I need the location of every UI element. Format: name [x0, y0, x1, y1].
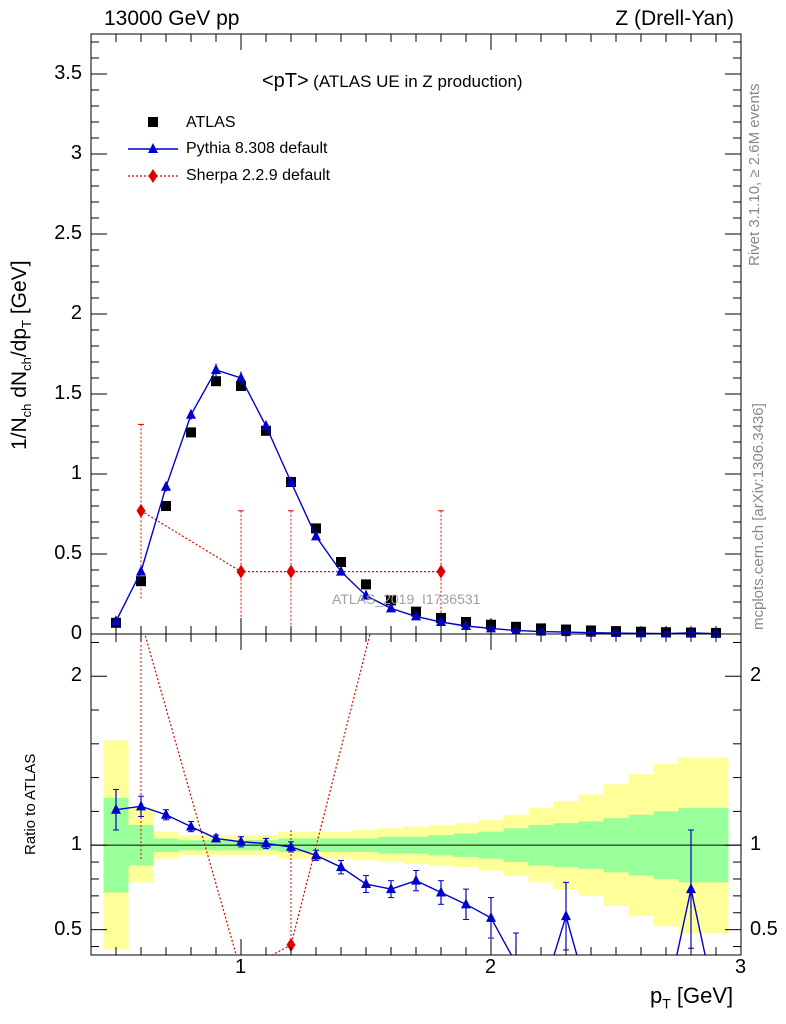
- pythia-point: [186, 408, 196, 419]
- sherpa-point: [286, 564, 296, 579]
- sherpa-point: [436, 564, 446, 579]
- x-axis-title: pT [GeV]: [650, 983, 734, 1012]
- pythia-point: [136, 565, 146, 576]
- ratio-y-tick-label-left: 0.5: [54, 917, 82, 940]
- x-tick-label: 3: [735, 956, 747, 978]
- pythia-ratio-point: [561, 910, 571, 921]
- atlas-point: [361, 579, 371, 590]
- ratio-y-tick-label-left: 1: [70, 833, 82, 856]
- atlas-point: [311, 523, 321, 534]
- ratio-y-tick-label-left: 2: [70, 664, 82, 687]
- pythia-point: [411, 610, 421, 621]
- pythia-ratio-point: [486, 911, 496, 922]
- pythia-ratio-point: [161, 808, 171, 819]
- atlas-point: [386, 595, 396, 606]
- atlas-point: [211, 376, 221, 387]
- pythia-ratio-point: [461, 898, 471, 909]
- y-tick-label: 3: [70, 142, 82, 164]
- watermark: ATLAS_2019_I1736531: [332, 591, 481, 607]
- legend-sherpa-marker: [148, 169, 158, 183]
- pythia-point: [161, 480, 171, 491]
- pythia-ratio-point: [286, 840, 296, 851]
- ratio-y-tick-label-right: 1: [750, 833, 762, 856]
- pythia-point: [361, 589, 371, 600]
- legend-sherpa: Sherpa 2.2.9 default: [186, 167, 331, 184]
- pythia-ratio-point: [311, 849, 321, 860]
- sherpa-ratio-point: [137, 613, 146, 627]
- y-tick-label: 1: [70, 462, 82, 484]
- pythia-point: [261, 420, 271, 430]
- atlas-point: [136, 576, 146, 587]
- pythia-point: [311, 530, 321, 541]
- ratio-y-axis-title: Ratio to ATLAS: [22, 753, 39, 855]
- y-tick-label: 0: [70, 622, 82, 644]
- panel-frames: [90, 33, 742, 956]
- sherpa-ratio-point: [286, 937, 296, 952]
- legend-atlas: ATLAS: [186, 114, 236, 131]
- pythia-point: [286, 476, 296, 486]
- pythia-ratio-point: [261, 837, 271, 848]
- ratio-content: [91, 613, 741, 955]
- energy-label: 13000 GeV pp: [104, 7, 240, 30]
- y-tick-label: 0.5: [54, 542, 82, 564]
- y-tick-label: 2.5: [54, 222, 82, 244]
- plot-title: <pT> (ATLAS UE in Z production): [262, 70, 523, 93]
- pythia-ratio-point: [361, 878, 371, 889]
- pythia-ratio-point: [436, 886, 446, 897]
- pythia-point: [211, 364, 221, 374]
- atlas-point: [336, 557, 346, 567]
- sherpa-point: [236, 564, 246, 579]
- atlas-point: [236, 381, 246, 391]
- pythia-ratio-point: [136, 800, 146, 811]
- atlas-point: [186, 427, 196, 438]
- x-tick-label: 1: [235, 956, 247, 978]
- pythia-point: [386, 602, 396, 613]
- legend-pythia: Pythia 8.308 default: [186, 140, 328, 157]
- pythia-ratio-point: [411, 874, 421, 885]
- pythia-point: [111, 615, 121, 626]
- pythia-ratio-point: [111, 803, 121, 814]
- pythia-ratio-point: [186, 820, 196, 831]
- main-y-axis-title: 1/Nch dNch/dpT [GeV]: [8, 260, 35, 450]
- main-panel: [111, 117, 721, 638]
- pythia-ratio-point: [336, 861, 346, 872]
- sherpa-point: [136, 503, 146, 518]
- y-tick-label: 3.5: [54, 62, 82, 84]
- y-tick-label: 2: [70, 302, 82, 324]
- rivet-label: Rivet 3.1.10, ≥ 2.6M events: [746, 83, 763, 267]
- y-tick-label: 1.5: [54, 382, 82, 404]
- pythia-ratio-point: [686, 883, 696, 894]
- pythia-point: [236, 372, 246, 382]
- ratio-y-tick-label-right: 0.5: [750, 917, 778, 940]
- atlas-point: [161, 501, 171, 511]
- pythia-point: [461, 620, 471, 630]
- pythia-point: [436, 616, 446, 626]
- legend-pythia-marker: [148, 143, 158, 153]
- plot-title-main: <pT>: [262, 70, 309, 92]
- pythia-ratio-point: [236, 835, 246, 846]
- pythia-ratio-point: [211, 832, 221, 843]
- ratio-panel: [91, 613, 741, 955]
- ratio-y-tick-label-right: 2: [750, 664, 762, 687]
- legend-atlas-marker: [148, 117, 158, 127]
- x-tick-label: 2: [485, 956, 497, 978]
- pythia-ratio-point: [386, 883, 396, 894]
- process-label: Z (Drell-Yan): [615, 7, 734, 30]
- plot-subtitle: (ATLAS UE in Z production): [313, 72, 523, 91]
- pythia-point: [336, 565, 346, 576]
- mcplots-label: mcplots.cern.ch [arXiv:1306.3436]: [750, 403, 767, 630]
